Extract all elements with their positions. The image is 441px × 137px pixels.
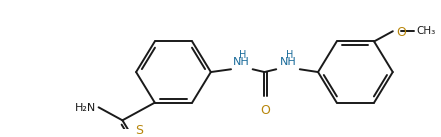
Text: CH₃: CH₃ [416,26,436,36]
Text: NH: NH [280,57,296,67]
Text: NH: NH [232,57,249,67]
Text: H: H [239,50,247,60]
Text: H₂N: H₂N [75,103,96,113]
Text: H: H [286,50,294,60]
Text: O: O [261,104,270,117]
Text: S: S [135,124,143,137]
Text: O: O [396,26,406,39]
